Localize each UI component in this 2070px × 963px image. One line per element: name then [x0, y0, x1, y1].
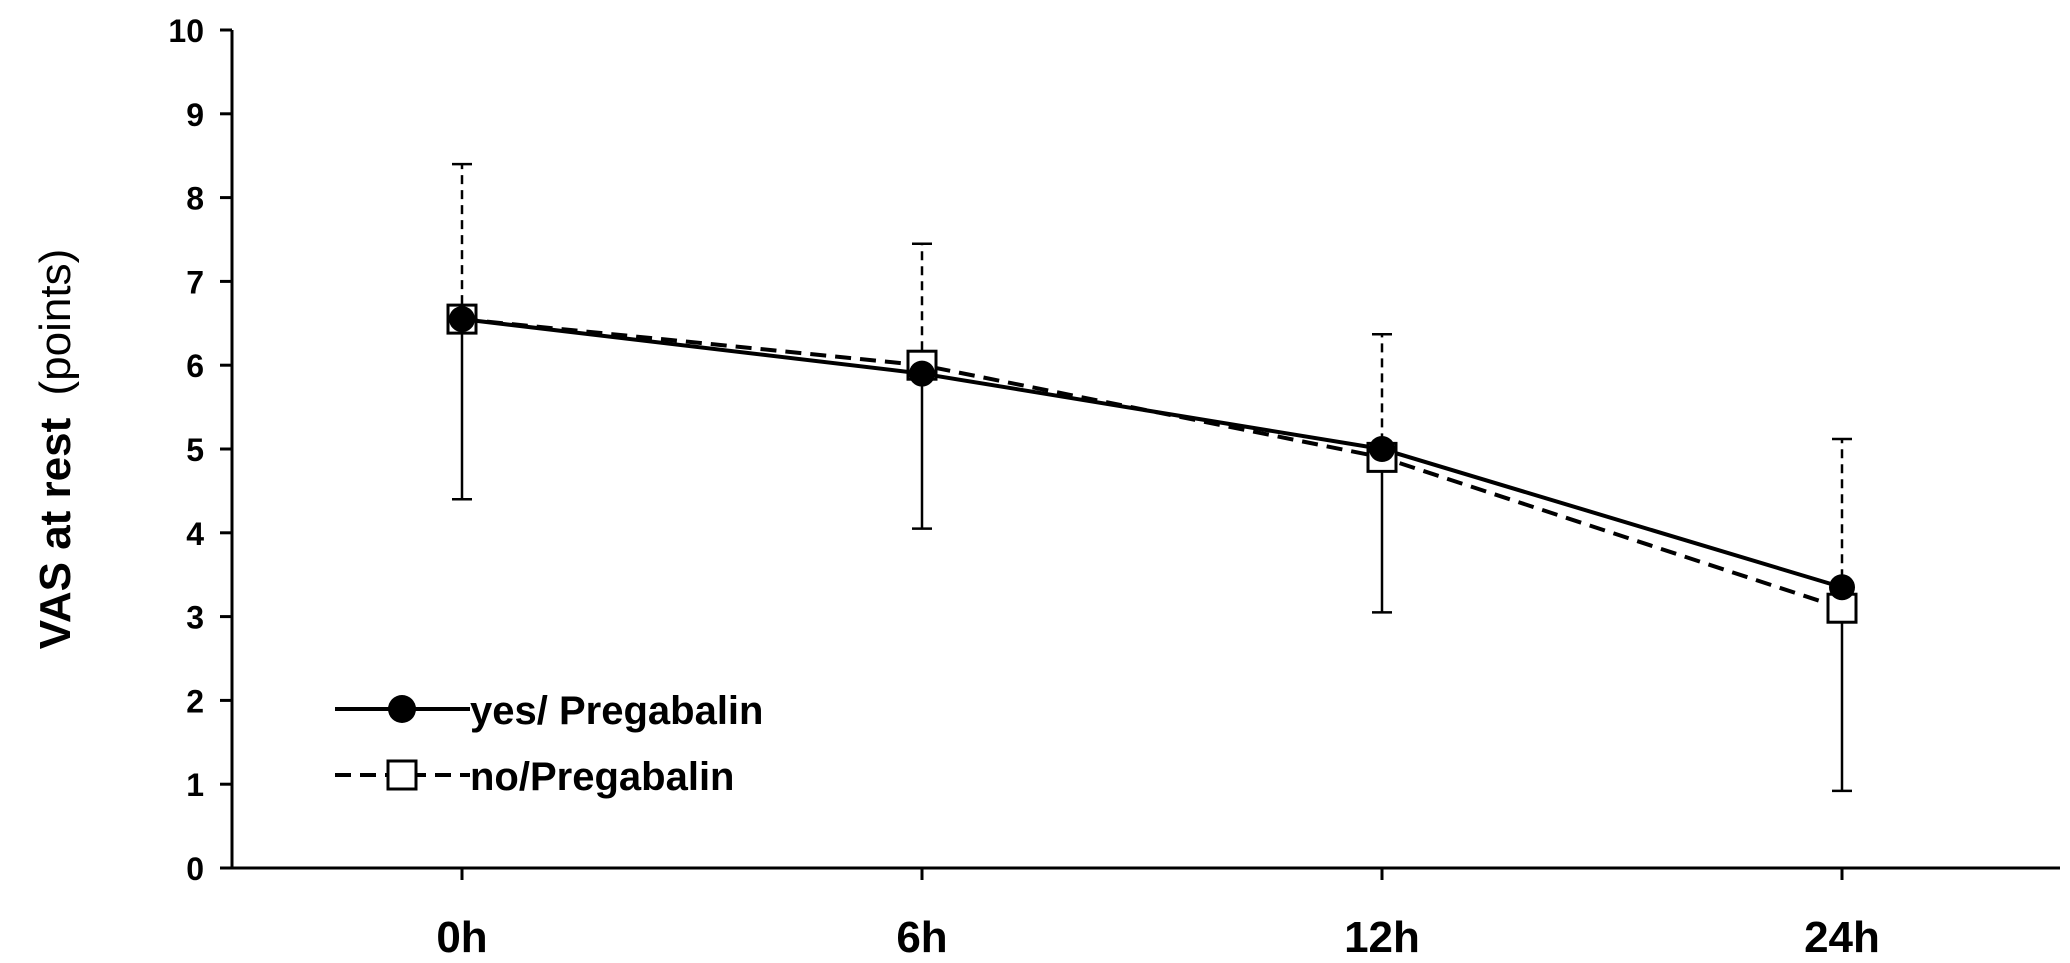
y-tick-label: 3: [186, 600, 204, 636]
y-tick-label: 0: [186, 851, 204, 887]
y-tick-label: 2: [186, 683, 204, 719]
y-tick-label: 7: [186, 264, 204, 300]
legend: yes/ Pregabalin no/Pregabalin: [335, 689, 763, 799]
y-tick-label: 4: [186, 516, 204, 552]
x-tick-label: 6h: [896, 913, 947, 962]
series-line-1: [461, 317, 1843, 611]
y-axis-title-main: VAS at rest: [31, 417, 80, 649]
legend-marker-filled-circle: [388, 695, 416, 723]
y-tick-label: 9: [186, 97, 204, 133]
x-tick-label: 24h: [1804, 913, 1880, 962]
y-tick-label: 5: [186, 432, 204, 468]
y-tick-label: 10: [168, 13, 204, 49]
y-ticks: 0 1 2 3 4 5 6 7 8 9 10: [168, 13, 232, 887]
y-tick-label: 8: [186, 181, 204, 217]
legend-item-yes-pregabalin: yes/ Pregabalin: [335, 689, 763, 733]
series-lines: [461, 317, 1843, 611]
series-line-0: [461, 317, 1843, 590]
x-tick-label: 12h: [1344, 913, 1420, 962]
marker-filled-circle: [1369, 436, 1395, 462]
axes: [230, 30, 2060, 870]
series-markers: [446, 303, 1858, 624]
y-axis-title: VAS at rest (points): [31, 249, 80, 649]
legend-marker-open-square: [386, 759, 418, 791]
y-axis-title-unit: (points): [31, 249, 80, 396]
marker-filled-circle: [1829, 574, 1855, 601]
y-tick-label: 6: [186, 348, 204, 384]
legend-item-no-pregabalin: no/Pregabalin: [335, 755, 735, 799]
legend-label-no-pregabalin: no/Pregabalin: [470, 755, 735, 799]
x-tick-label: 0h: [436, 913, 487, 962]
x-ticks: 0h 6h 12h 24h: [436, 868, 1880, 962]
legend-label-yes-pregabalin: yes/ Pregabalin: [470, 689, 763, 733]
y-tick-label: 1: [186, 767, 204, 803]
marker-filled-circle: [909, 360, 935, 387]
marker-filled-circle: [449, 306, 475, 333]
